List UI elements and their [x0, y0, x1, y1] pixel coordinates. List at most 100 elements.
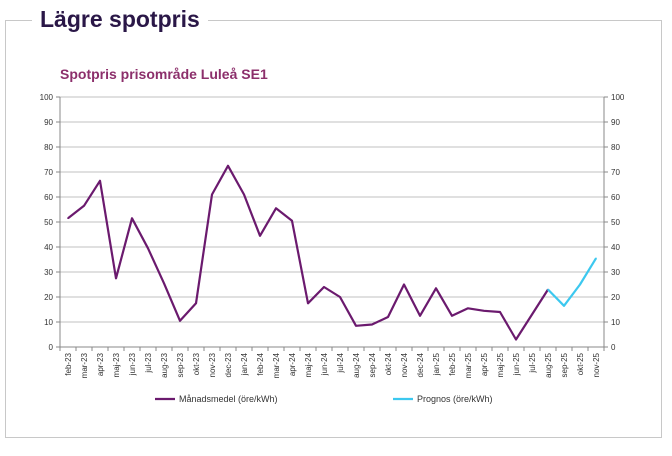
- x-tick-label: feb-25: [448, 352, 457, 375]
- chart-title: Spotpris prisområde Luleå SE1: [60, 66, 268, 82]
- y-tick-label: 0: [611, 343, 616, 352]
- x-tick-label: maj-23: [112, 352, 121, 377]
- x-tick-label: jul-23: [144, 352, 153, 373]
- y-tick-label: 40: [611, 243, 620, 252]
- x-tick-label: aug-24: [352, 352, 361, 377]
- data-point: [307, 302, 309, 305]
- series-line-prognos: [547, 257, 597, 307]
- y-tick-label: 50: [611, 218, 620, 227]
- data-point: [483, 309, 485, 312]
- data-point: [451, 314, 453, 317]
- x-tick-label: mar-24: [272, 352, 281, 378]
- data-point: [259, 234, 261, 237]
- x-tick-label: apr-24: [288, 352, 297, 376]
- x-tick-label: okt-24: [384, 352, 393, 375]
- x-tick-label: jun-25: [512, 352, 521, 376]
- y-tick-label: 30: [611, 268, 620, 277]
- y-axis-right: 0 10 20 30 40 50 60 70 80 90 100: [603, 93, 625, 352]
- series-line-manadsmedel: [67, 164, 549, 341]
- data-point: [595, 257, 597, 260]
- x-tick-label: jan-24: [240, 352, 249, 376]
- y-tick-label: 70: [611, 168, 620, 177]
- x-tick-label: aug-23: [160, 352, 169, 377]
- data-point: [99, 179, 101, 182]
- x-tick-label: apr-23: [96, 352, 105, 376]
- x-tick-label: sep-25: [560, 352, 569, 377]
- data-point: [83, 204, 85, 207]
- data-point: [435, 287, 437, 290]
- data-point: [387, 316, 389, 318]
- data-point: [579, 283, 581, 286]
- y-tick-label: 90: [611, 118, 620, 127]
- y-tick-label: 10: [44, 318, 53, 327]
- x-tick-label: aug-25: [544, 352, 553, 377]
- data-point: [67, 217, 69, 220]
- y-tick-label: 0: [49, 343, 54, 352]
- x-tick-label: dec-24: [416, 352, 425, 377]
- legend-label: Prognos (öre/kWh): [417, 394, 493, 404]
- x-tick-label: maj-25: [496, 352, 505, 377]
- x-tick-label: okt-23: [192, 352, 201, 375]
- x-tick-label: jun-24: [320, 352, 329, 376]
- data-point: [131, 217, 133, 220]
- data-point: [339, 296, 341, 298]
- y-tick-label: 20: [611, 293, 620, 302]
- y-tick-label: 80: [611, 143, 620, 152]
- y-tick-label: 100: [611, 93, 625, 102]
- data-point: [147, 247, 149, 250]
- data-point: [355, 324, 357, 327]
- data-point: [419, 314, 421, 317]
- chart-legend: Månadsmedel (öre/kWh) Prognos (öre/kWh): [155, 394, 493, 404]
- data-point: [531, 313, 533, 316]
- y-tick-label: 10: [611, 318, 620, 327]
- data-point: [195, 302, 197, 305]
- y-tick-label: 40: [44, 243, 53, 252]
- x-tick-label: nov-24: [400, 352, 409, 377]
- x-tick-label: dec-23: [224, 352, 233, 377]
- data-point: [403, 283, 405, 286]
- data-point: [243, 193, 245, 196]
- y-tick-label: 70: [44, 168, 53, 177]
- x-tick-label: okt-25: [576, 352, 585, 375]
- x-tick-label: jun-23: [128, 352, 137, 376]
- data-point: [163, 282, 165, 285]
- data-point: [547, 288, 549, 291]
- x-tick-label: jul-25: [528, 352, 537, 373]
- x-tick-label: feb-23: [64, 352, 73, 375]
- data-point: [499, 311, 501, 313]
- y-tick-label: 50: [44, 218, 53, 227]
- x-tick-label: maj-24: [304, 352, 313, 377]
- x-tick-label: mar-23: [80, 352, 89, 378]
- y-tick-label: 30: [44, 268, 53, 277]
- data-point: [467, 307, 469, 310]
- series-lines: [67, 164, 597, 341]
- x-tick-label: jan-25: [432, 352, 441, 376]
- data-point: [515, 338, 517, 341]
- x-tick-label: jul-24: [336, 352, 345, 373]
- y-tick-label: 100: [40, 93, 54, 102]
- x-axis: feb-23 mar-23 apr-23 maj-23 jun-23 jul-23 aug-…: [59, 347, 605, 378]
- data-point: [371, 323, 373, 326]
- data-point: [275, 207, 277, 210]
- y-tick-label: 80: [44, 143, 53, 152]
- data-point: [211, 193, 213, 196]
- x-tick-label: nov-25: [592, 352, 601, 377]
- x-tick-label: sep-23: [176, 352, 185, 377]
- y-tick-label: 90: [44, 118, 53, 127]
- x-tick-label: apr-25: [480, 352, 489, 376]
- legend-label: Månadsmedel (öre/kWh): [179, 394, 278, 404]
- data-point: [179, 319, 181, 322]
- x-tick-label: mar-25: [464, 352, 473, 378]
- x-tick-label: nov-23: [208, 352, 217, 377]
- panel-frame: [5, 20, 662, 438]
- y-tick-label: 20: [44, 293, 53, 302]
- data-point: [115, 277, 117, 280]
- x-tick-label: sep-24: [368, 352, 377, 377]
- chart-grid: [60, 96, 604, 348]
- data-point: [291, 219, 293, 222]
- y-tick-label: 60: [611, 193, 620, 202]
- x-tick-label: feb-24: [256, 352, 265, 375]
- page-heading: Lägre spotpris: [32, 4, 208, 34]
- y-axis-left: 0 10 20 30 40 50 60 70 80 90 100: [40, 93, 61, 352]
